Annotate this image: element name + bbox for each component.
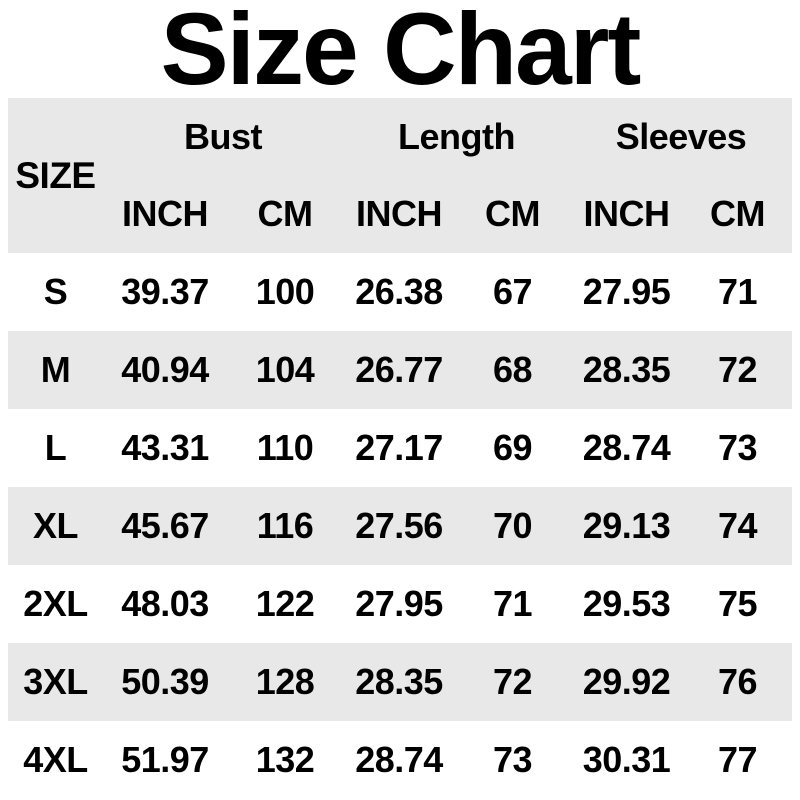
- page-title: Size Chart: [160, 0, 642, 106]
- value-cell: 70: [455, 487, 571, 565]
- table-row-m: M 40.94 104 26.77 68 28.35 72: [8, 331, 793, 409]
- value-cell: 26.77: [343, 331, 455, 409]
- size-label: S: [8, 253, 103, 331]
- value-cell: 122: [227, 565, 343, 643]
- value-cell: 77: [683, 721, 793, 799]
- size-label: 4XL: [8, 721, 103, 799]
- table-row-2xl: 2XL 48.03 122 27.95 71 29.53 75: [8, 565, 793, 643]
- unit-header-sleeves-cm: CM: [683, 175, 793, 253]
- value-cell: 100: [227, 253, 343, 331]
- value-cell: 71: [683, 253, 793, 331]
- value-cell: 43.31: [103, 409, 227, 487]
- size-label: 2XL: [8, 565, 103, 643]
- table-header: SIZE Bust Length Sleeves INCH CM INCH CM…: [8, 98, 793, 253]
- value-cell: 39.37: [103, 253, 227, 331]
- group-header-sleeves: Sleeves: [570, 98, 793, 175]
- size-label: XL: [8, 487, 103, 565]
- group-header-bust: Bust: [103, 98, 343, 175]
- value-cell: 27.56: [343, 487, 455, 565]
- size-label: 3XL: [8, 643, 103, 721]
- value-cell: 110: [227, 409, 343, 487]
- value-cell: 50.39: [103, 643, 227, 721]
- value-cell: 48.03: [103, 565, 227, 643]
- table-row-4xl: 4XL 51.97 132 28.74 73 30.31 77: [8, 721, 793, 799]
- table-row-3xl: 3XL 50.39 128 28.35 72 29.92 76: [8, 643, 793, 721]
- unit-header-length-inch: INCH: [343, 175, 455, 253]
- value-cell: 29.13: [570, 487, 684, 565]
- value-cell: 76: [683, 643, 793, 721]
- unit-header-bust-cm: CM: [227, 175, 343, 253]
- unit-header-sleeves-inch: INCH: [570, 175, 684, 253]
- value-cell: 72: [683, 331, 793, 409]
- value-cell: 30.31: [570, 721, 684, 799]
- unit-header-bust-inch: INCH: [103, 175, 227, 253]
- corner-header-size: SIZE: [8, 98, 103, 253]
- value-cell: 128: [227, 643, 343, 721]
- value-cell: 73: [683, 409, 793, 487]
- value-cell: 27.95: [343, 565, 455, 643]
- value-cell: 28.35: [570, 331, 684, 409]
- value-cell: 51.97: [103, 721, 227, 799]
- value-cell: 27.95: [570, 253, 684, 331]
- value-cell: 28.74: [570, 409, 684, 487]
- value-cell: 45.67: [103, 487, 227, 565]
- size-chart-table: SIZE Bust Length Sleeves INCH CM INCH CM…: [8, 98, 793, 799]
- value-cell: 26.38: [343, 253, 455, 331]
- value-cell: 71: [455, 565, 571, 643]
- value-cell: 104: [227, 331, 343, 409]
- size-label: M: [8, 331, 103, 409]
- group-header-row: SIZE Bust Length Sleeves: [8, 98, 793, 253]
- value-cell: 116: [227, 487, 343, 565]
- table-row-s: S 39.37 100 26.38 67 27.95 71: [8, 253, 793, 331]
- unit-header-row: INCH CM INCH CM INCH CM: [8, 175, 793, 253]
- value-cell: 72: [455, 643, 571, 721]
- value-cell: 132: [227, 721, 343, 799]
- value-cell: 29.92: [570, 643, 684, 721]
- value-cell: 28.74: [343, 721, 455, 799]
- unit-header-length-cm: CM: [455, 175, 571, 253]
- value-cell: 67: [455, 253, 571, 331]
- table-row-xl: XL 45.67 116 27.56 70 29.13 74: [8, 487, 793, 565]
- table-row-l: L 43.31 110 27.17 69 28.74 73: [8, 409, 793, 487]
- value-cell: 29.53: [570, 565, 684, 643]
- table-body: S 39.37 100 26.38 67 27.95 71 M 40.94 10…: [8, 253, 793, 799]
- value-cell: 75: [683, 565, 793, 643]
- value-cell: 74: [683, 487, 793, 565]
- value-cell: 73: [455, 721, 571, 799]
- value-cell: 68: [455, 331, 571, 409]
- group-header-length: Length: [343, 98, 571, 175]
- size-label: L: [8, 409, 103, 487]
- value-cell: 40.94: [103, 331, 227, 409]
- value-cell: 69: [455, 409, 571, 487]
- value-cell: 28.35: [343, 643, 455, 721]
- value-cell: 27.17: [343, 409, 455, 487]
